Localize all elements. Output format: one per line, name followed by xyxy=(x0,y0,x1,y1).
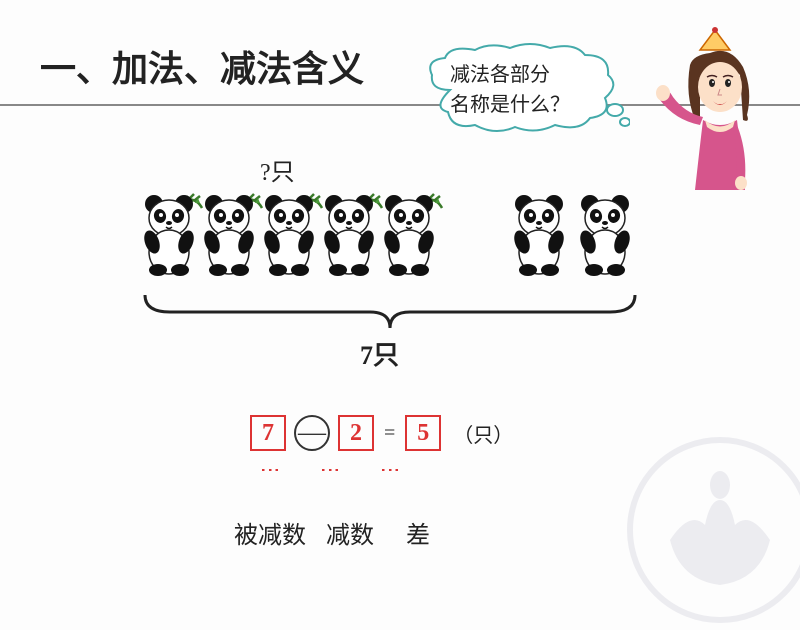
term-labels: 被减数 减数 差 xyxy=(225,515,443,550)
speech-bubble: 减法各部分 名称是什么？ xyxy=(420,40,630,132)
page-title: 一、加法、减法含义 xyxy=(40,40,364,92)
brace-icon xyxy=(140,290,640,330)
panda-group-right xyxy=(510,190,640,281)
label-subtrahend: 减数 xyxy=(315,515,385,550)
panda-icon xyxy=(510,190,574,276)
equals-sign: = xyxy=(382,422,397,445)
label-difference: 差 xyxy=(393,515,443,550)
title-section: 一、加法、减法含义 xyxy=(40,40,364,92)
difference-box: 5 xyxy=(405,415,441,451)
operator-circle: — xyxy=(294,415,330,451)
panda-icon xyxy=(140,190,204,276)
speech-text: 减法各部分 名称是什么？ xyxy=(450,60,570,120)
teacher-illustration xyxy=(645,25,785,195)
panda-group-left xyxy=(140,190,444,281)
minuend-box: 7 xyxy=(250,415,286,451)
total-label: 7只 xyxy=(360,335,399,372)
panda-icon xyxy=(320,190,384,276)
speech-line2: 名称是什么？ xyxy=(450,90,570,120)
panda-icon xyxy=(380,190,444,276)
dots-icon: ⋮ xyxy=(258,460,282,482)
subtrahend-box: 2 xyxy=(338,415,374,451)
dots-icon: ⋮ xyxy=(378,460,402,482)
panda-icon xyxy=(576,190,640,276)
unit-label: （只） xyxy=(453,419,513,448)
dots-row: ⋮ ⋮ ⋮ xyxy=(258,460,402,482)
equation: 7 — 2 = 5 （只） xyxy=(250,415,513,451)
label-minuend: 被减数 xyxy=(225,515,315,550)
watermark-icon xyxy=(620,430,800,630)
panda-icon xyxy=(200,190,264,276)
question-label: ?只 xyxy=(260,152,295,187)
speech-line1: 减法各部分 xyxy=(450,60,570,90)
panda-icon xyxy=(260,190,324,276)
dots-icon: ⋮ xyxy=(318,460,342,482)
